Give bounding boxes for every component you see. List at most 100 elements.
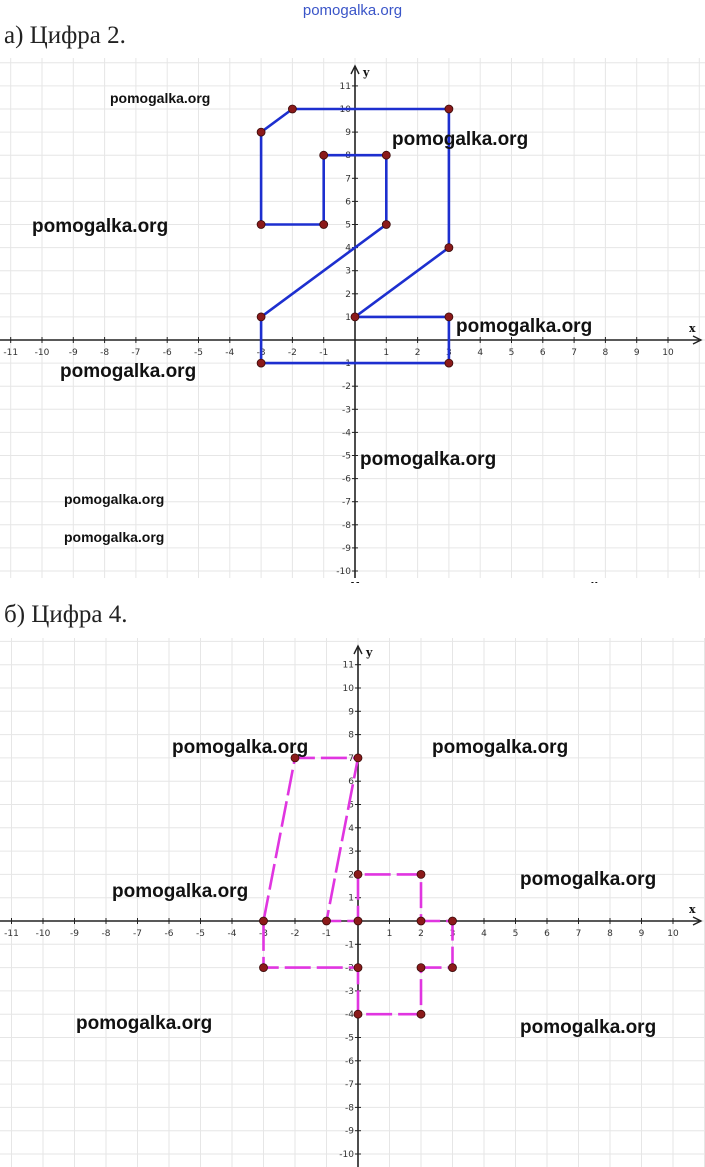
y-tick-label: 11	[343, 661, 354, 671]
y-axis-arrow	[353, 644, 363, 655]
x-tick-label: 8	[607, 929, 613, 939]
x-tick-label: 5	[513, 929, 519, 939]
vertex-point	[444, 104, 454, 114]
y-tick-label: -10	[336, 567, 351, 577]
y-tick-label: -5	[342, 452, 351, 462]
grid	[0, 638, 705, 1167]
x-tick-label: -5	[194, 348, 203, 358]
watermark: pomogalka.org	[520, 1017, 656, 1038]
vertex-point	[256, 358, 266, 368]
watermark: pomogalka.org	[172, 737, 308, 758]
x-tick-label: -2	[291, 929, 300, 939]
x-tick-label: -4	[228, 929, 237, 939]
x-axis-arrow	[692, 335, 703, 345]
watermark: pomogalka.org	[360, 449, 496, 470]
x-tick-label: -2	[288, 348, 297, 358]
x-tick-label: 6	[540, 348, 546, 358]
y-tick-label: 8	[348, 731, 354, 741]
x-tick-label: -10	[36, 929, 51, 939]
y-axis-label: y	[362, 66, 370, 79]
x-tick-label: 7	[571, 348, 577, 358]
vertex-point	[353, 963, 363, 973]
vertex-point	[256, 220, 266, 229]
vertex-point	[287, 104, 297, 114]
vertex-point	[416, 1009, 426, 1019]
x-tick-label: -11	[4, 929, 19, 939]
y-tick-label: 6	[345, 197, 351, 207]
x-axis-arrow	[692, 916, 703, 926]
y-tick-label: 4	[348, 824, 354, 834]
x-tick-label: 1	[387, 929, 393, 939]
x-tick-label: -1	[322, 929, 331, 939]
y-tick-label: -4	[342, 428, 351, 438]
vertex-point	[290, 753, 300, 763]
x-axis-label: x	[689, 903, 696, 916]
x-tick-label: 7	[576, 929, 582, 939]
y-tick-label: -5	[345, 1034, 354, 1044]
y-tick-label: -1	[345, 940, 354, 950]
y-tick-label: 7	[348, 754, 354, 764]
vertex-point	[322, 916, 331, 926]
y-tick-label: 3	[348, 847, 354, 857]
x-tick-label: 9	[639, 929, 645, 939]
vertex-point	[381, 220, 391, 229]
caption-a: а) Цифра 2.	[4, 22, 126, 49]
x-tick-label: 1	[383, 348, 389, 358]
vertex-point	[448, 916, 457, 926]
y-tick-label: -6	[345, 1057, 354, 1067]
watermark: pomogalka.org	[276, 580, 412, 583]
x-tick-label: -11	[3, 348, 18, 358]
header-watermark: pomogalka.org	[302, 2, 403, 19]
y-tick-label: -8	[342, 521, 351, 531]
x-tick-label: 6	[544, 929, 550, 939]
x-tick-label: 2	[415, 348, 421, 358]
x-tick-label: -4	[225, 348, 234, 358]
y-tick-label: 9	[348, 707, 354, 717]
vertex-point	[353, 1009, 363, 1019]
vertex-point	[381, 150, 391, 160]
watermark: pomogalka.org	[432, 737, 568, 758]
vertex-point	[256, 127, 266, 137]
caption-b: б) Цифра 4.	[4, 601, 128, 628]
vertex-point	[319, 220, 329, 229]
x-tick-label: -7	[131, 348, 140, 358]
y-axis-arrow	[350, 64, 360, 75]
y-tick-label: 3	[345, 267, 351, 277]
y-tick-label: -2	[342, 382, 351, 392]
x-tick-label: -6	[165, 929, 174, 939]
watermark: pomogalka.org	[60, 361, 196, 382]
vertex-point	[353, 869, 363, 879]
watermark: pomogalka.org	[456, 316, 592, 337]
y-tick-label: -9	[345, 1127, 354, 1137]
x-axis-label: x	[689, 322, 696, 335]
watermark: pomogalka.org	[520, 869, 656, 890]
y-tick-label: -8	[345, 1103, 354, 1113]
x-tick-label: 4	[481, 929, 487, 939]
y-tick-label: 7	[345, 174, 351, 184]
y-tick-label: -3	[342, 405, 351, 415]
y-tick-label: -3	[345, 987, 354, 997]
x-tick-label: 4	[477, 348, 483, 358]
vertex-point	[444, 358, 454, 368]
x-tick-label: 10	[662, 348, 674, 358]
vertex-point	[444, 243, 454, 253]
y-tick-label: -6	[342, 475, 351, 485]
y-tick-label: 1	[345, 313, 351, 323]
x-tick-label: -10	[35, 348, 50, 358]
shape-outline	[262, 756, 454, 1016]
y-tick-label: 11	[340, 82, 351, 92]
x-tick-label: 10	[667, 929, 679, 939]
y-tick-label: -10	[339, 1150, 354, 1160]
watermark: pomogalka.org	[64, 529, 164, 545]
vertex-point	[416, 963, 426, 973]
x-tick-label: -1	[319, 348, 328, 358]
vertex-point	[256, 312, 266, 322]
y-tick-label: 5	[348, 801, 354, 811]
vertex-point	[416, 869, 426, 879]
x-tick-label: 9	[634, 348, 640, 358]
plot-digit-2: xy-11 -10 -9 -8 -7 -6 -5 -4 -3 -2 -1 1 2 3 4 5 6 7 8 9 10-10…	[0, 58, 705, 583]
watermark: pomogalka.org	[536, 579, 636, 583]
y-tick-label: 5	[345, 221, 351, 231]
x-tick-label: 8	[603, 348, 609, 358]
x-tick-label: -8	[102, 929, 111, 939]
